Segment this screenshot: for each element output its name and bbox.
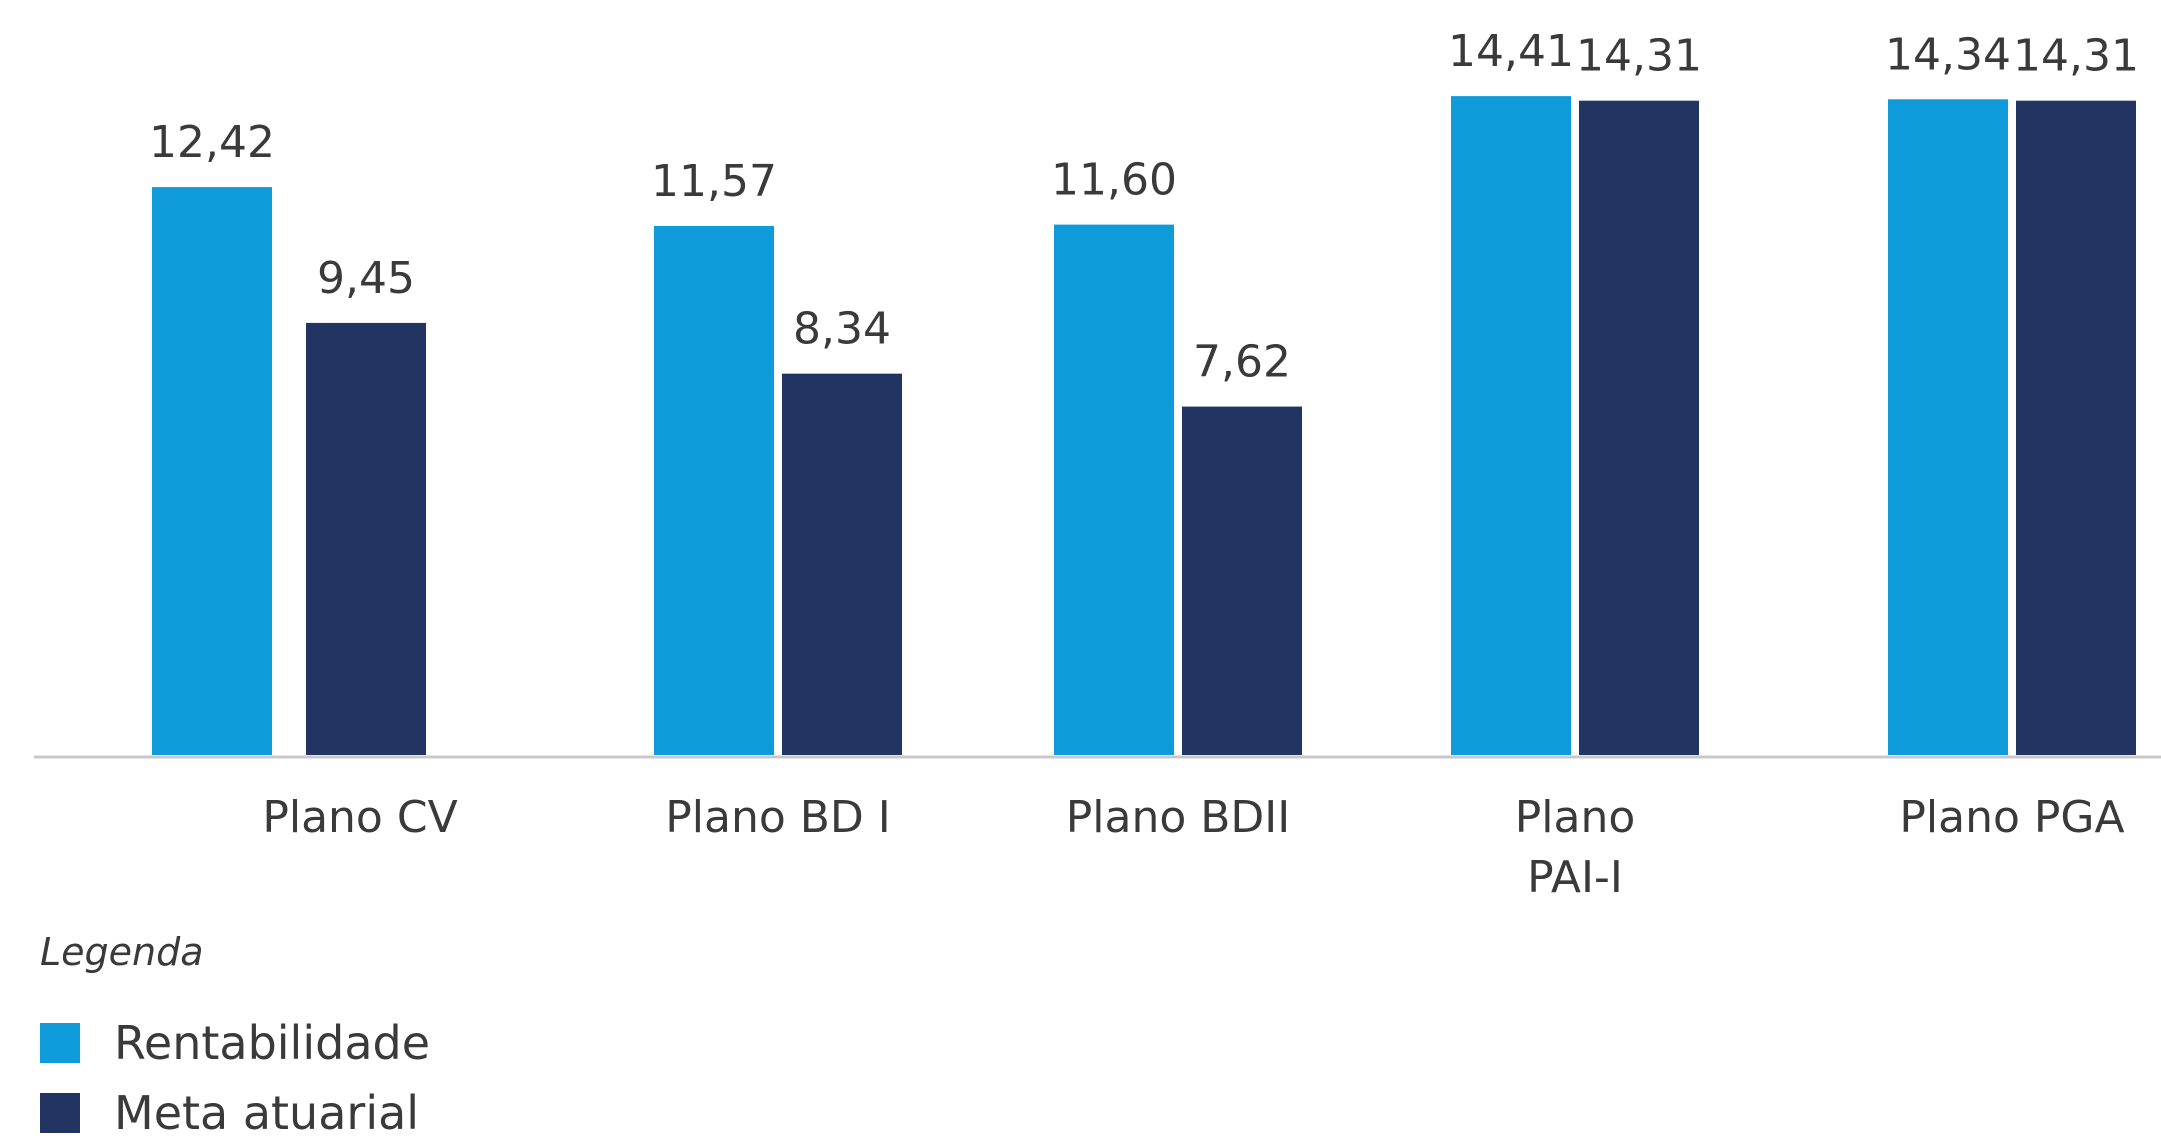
bar-rentabilidade-plano-pai-i (1451, 96, 1571, 755)
x-tick-label-plano-pga: Plano PGA (1899, 792, 2124, 843)
bar-rentabilidade-plano-pga (1888, 99, 2008, 756)
x-tick-label-plano-bdii: Plano BDII (1066, 792, 1291, 843)
data-label-rentabilidade-plano-bdii: 11,60 (1051, 155, 1177, 206)
legend: Legenda Rentabilidade Meta atuarial (40, 930, 740, 1148)
x-tick-label-plano-bd-i: Plano BD I (665, 792, 891, 843)
legend-item-meta-atuarial: Meta atuarial (40, 1078, 740, 1148)
bar-chart-plot: 12,42 11,57 11,60 14,41 14,34 9,45 8,34 7,62 14,… (34, 26, 2161, 900)
legend-swatch-rentabilidade (40, 1023, 80, 1063)
data-label-meta-atuarial-plano-bd-i: 8,34 (793, 304, 891, 355)
legend-title: Legenda (40, 930, 204, 974)
data-label-meta-atuarial-plano-cv: 9,45 (317, 253, 415, 304)
data-label-rentabilidade-plano-pga: 14,34 (1885, 29, 2011, 80)
data-label-rentabilidade-plano-pai-i: 14,41 (1448, 26, 1574, 77)
bar-meta-atuarial-plano-cv (306, 322, 426, 755)
data-label-rentabilidade-plano-bd-i: 11,57 (651, 156, 777, 207)
legend-swatch-meta-atuarial (40, 1093, 80, 1133)
bar-rentabilidade-plano-bd-i (654, 225, 774, 755)
x-tick-label-plano-pai-i: Plano PAI-I (1515, 792, 1636, 900)
bar-rentabilidade-plano-bdii (1054, 224, 1174, 756)
data-label-meta-atuarial-plano-pai-i: 14,31 (1576, 31, 1702, 82)
bar-rentabilidade-plano-cv (152, 187, 272, 755)
legend-label-rentabilidade: Rentabilidade (114, 1016, 431, 1070)
data-label-meta-atuarial-plano-bdii: 7,62 (1193, 337, 1291, 388)
bar-meta-atuarial-plano-bd-i (782, 373, 902, 755)
x-tick-label-plano-cv: Plano CV (262, 792, 457, 843)
bar-meta-atuarial-plano-pai-i (1579, 100, 1699, 756)
bar-meta-atuarial-plano-pga (2016, 100, 2136, 756)
legend-label-meta-atuarial: Meta atuarial (114, 1086, 420, 1140)
data-label-rentabilidade-plano-cv: 12,42 (149, 117, 275, 168)
data-label-meta-atuarial-plano-pga: 14,31 (2013, 31, 2139, 82)
legend-item-rentabilidade: Rentabilidade (40, 1008, 740, 1078)
bar-meta-atuarial-plano-bdii (1182, 406, 1302, 755)
